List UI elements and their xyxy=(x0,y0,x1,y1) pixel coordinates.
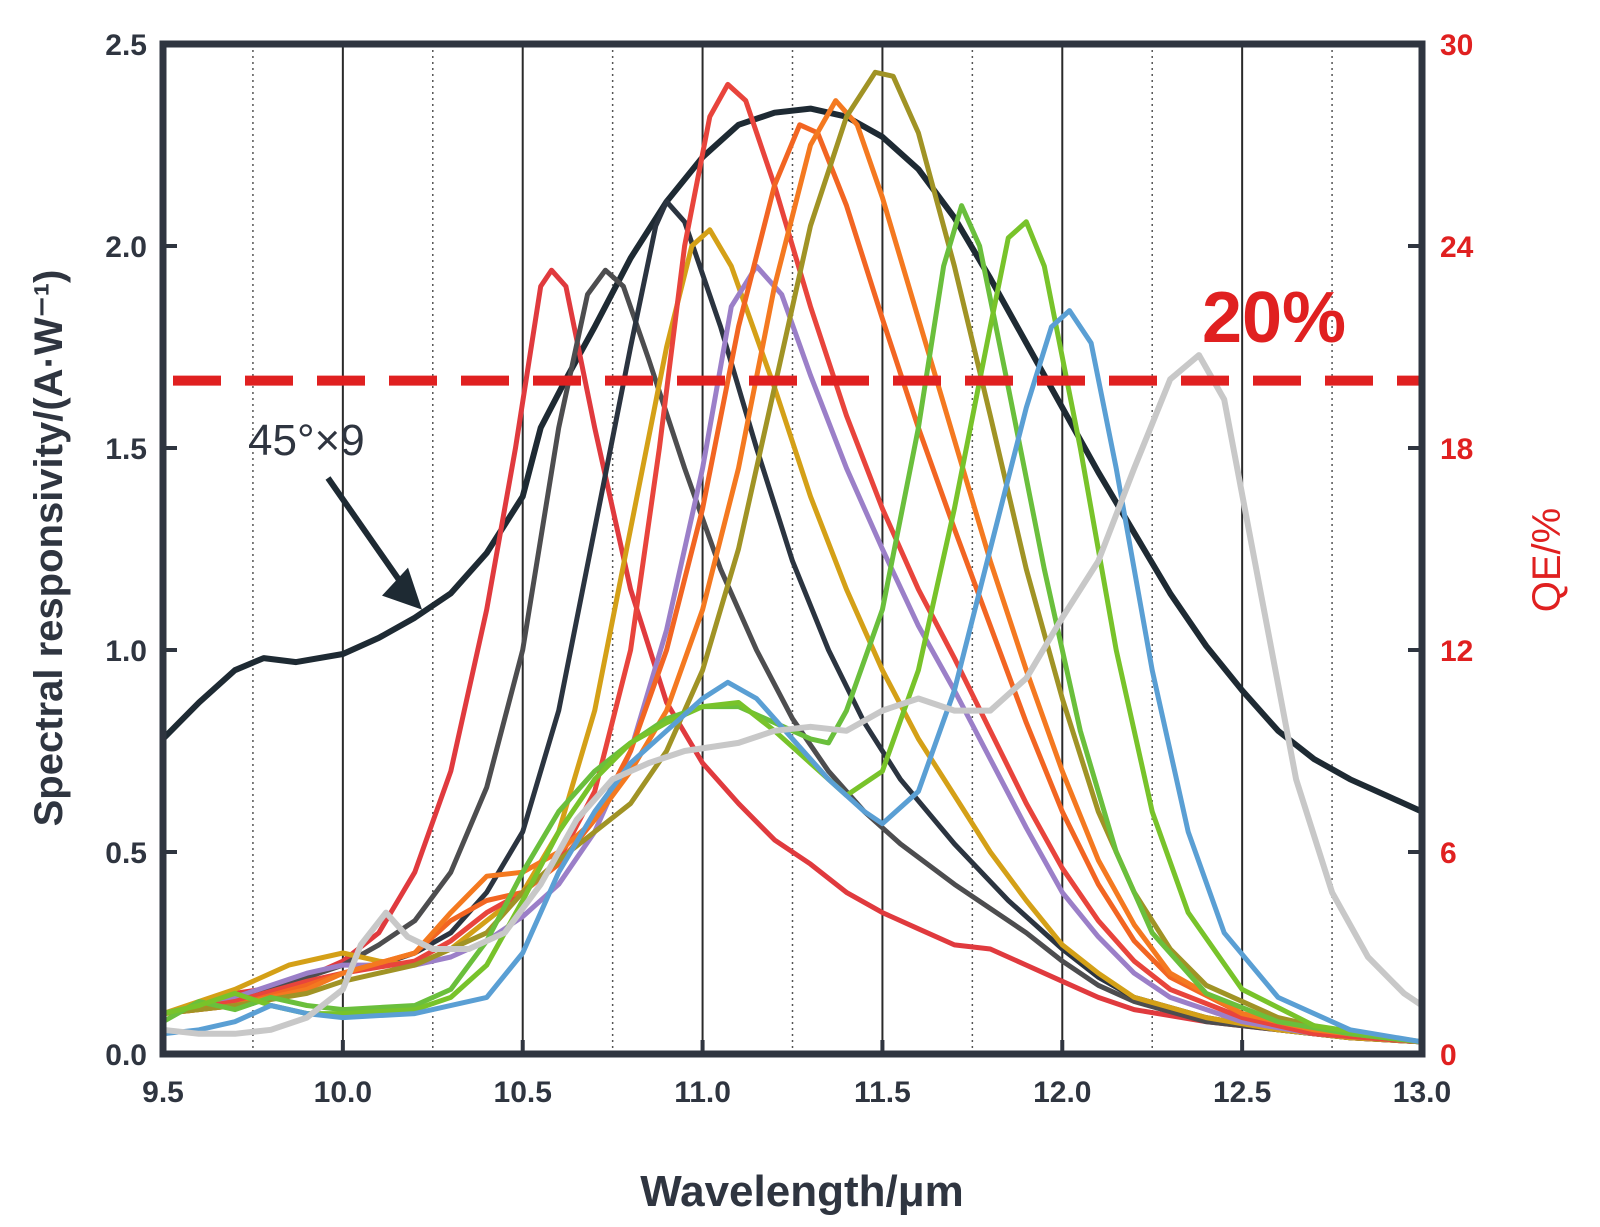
series-line-13 xyxy=(160,308,1425,1045)
x-tick-label: 10.5 xyxy=(494,1076,552,1109)
y2-tick-label: 12 xyxy=(1440,635,1473,668)
x-tick-label: 12.0 xyxy=(1033,1076,1091,1109)
series-group xyxy=(160,69,1425,1045)
x-axis-title: Wavelength/μm xyxy=(640,1167,964,1216)
y2-tick-label: 18 xyxy=(1440,433,1473,466)
series-line-7 xyxy=(160,81,1425,1045)
y-tick-label: 1.0 xyxy=(105,635,147,668)
y-tick-label: 1.5 xyxy=(105,433,147,466)
y-axis-title: Spectral responsivity/(A·W⁻¹) xyxy=(27,270,71,827)
y2-tick-label: 24 xyxy=(1440,231,1474,264)
y-tick-label: 2.5 xyxy=(105,29,147,62)
annotation-arrow-head xyxy=(381,567,422,610)
reference-line-group: 20% xyxy=(173,278,1422,386)
x-tick-label: 9.5 xyxy=(142,1076,184,1109)
annotation-arrow-shaft xyxy=(325,476,413,598)
series-line-6 xyxy=(160,263,1425,1045)
y-tick-label: 0.5 xyxy=(105,837,147,870)
x-tick-label: 12.5 xyxy=(1213,1076,1271,1109)
y-tick-label: 0.0 xyxy=(105,1039,147,1072)
y2-tick-label: 0 xyxy=(1440,1039,1457,1072)
x-tick-label: 11.5 xyxy=(854,1076,911,1109)
plot-frame xyxy=(159,40,1426,1058)
annotation-group: 45°×9 xyxy=(248,416,422,610)
y-tick-label: 2.0 xyxy=(105,231,147,264)
tick-group: 9.5 10.0 10.5 11.0 11.5 12.0 12.5 13.0 0.0 0.5 1.0… xyxy=(105,29,1473,1109)
series-line-14 xyxy=(160,352,1425,1037)
reference-line-label: 20% xyxy=(1202,278,1346,358)
y2-axis-title: QE/% xyxy=(1525,508,1569,612)
series-line-9 xyxy=(160,98,1425,1045)
x-tick-label: 11.0 xyxy=(674,1076,731,1109)
y2-tick-label: 6 xyxy=(1440,837,1457,870)
plot-border xyxy=(159,40,1426,1058)
y2-tick-label: 30 xyxy=(1440,29,1473,62)
x-tick-label: 13.0 xyxy=(1393,1076,1451,1109)
x-tick-label: 10.0 xyxy=(314,1076,372,1109)
grid-lines xyxy=(252,44,1333,1054)
series-line-8 xyxy=(160,122,1425,1045)
series-line-1 xyxy=(160,105,1425,815)
series-line-2 xyxy=(160,267,1425,1045)
annotation-label: 45°×9 xyxy=(248,416,365,465)
